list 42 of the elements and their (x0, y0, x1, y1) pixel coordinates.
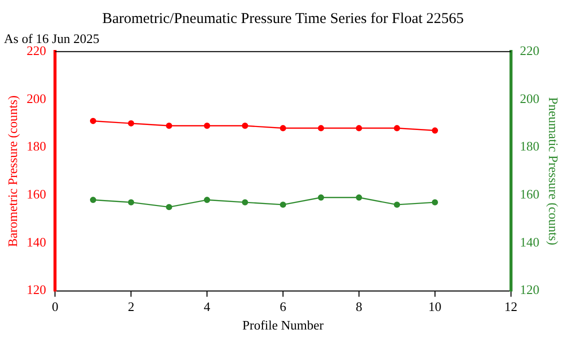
y-tick-label: 200 (26, 90, 46, 106)
y-tick-label: 120 (26, 282, 46, 298)
y-tick-label: 140 (26, 234, 46, 250)
x-tick-label: 12 (504, 299, 518, 314)
point (318, 194, 324, 201)
x-tick-label: 2 (128, 299, 134, 314)
point (90, 196, 96, 204)
y2-tick-label: 120 (520, 282, 540, 298)
point (166, 204, 172, 210)
point (166, 122, 172, 129)
point (432, 127, 438, 134)
point (318, 125, 324, 132)
chart-title: Barometric/Pneumatic Pressure Time Series for Float 22565 (102, 10, 464, 27)
point (242, 122, 248, 129)
y2-tick-label: 220 (520, 43, 540, 58)
point (128, 199, 134, 206)
y2-tick-label: 140 (520, 234, 540, 250)
x-tick-label: 4 (204, 299, 211, 314)
y-axis-title: Barometric Pressure (counts) (5, 95, 20, 248)
point (356, 194, 362, 201)
x-tick-label: 6 (280, 299, 287, 314)
point (204, 122, 210, 129)
y-tick-label: 180 (26, 138, 46, 154)
y2-tick-label: 180 (520, 138, 540, 154)
y2-tick-label: 160 (520, 186, 540, 202)
x-tick-label: 10 (428, 299, 442, 314)
point (280, 202, 286, 208)
x-axis-title: Profile Number (242, 318, 324, 333)
point (204, 196, 210, 204)
x-tick-label: 8 (356, 299, 362, 314)
point (394, 125, 400, 132)
x-tick-label: 0 (52, 299, 58, 314)
y2-axis-title: Pneumatic Pressure (counts) (546, 97, 561, 246)
point (432, 199, 438, 206)
y2-tick-label: 200 (520, 90, 540, 106)
point (356, 125, 362, 132)
point (128, 120, 134, 126)
y-tick-label: 160 (26, 186, 46, 202)
point (242, 199, 248, 206)
point (280, 125, 286, 132)
point (394, 202, 400, 208)
point (90, 118, 96, 124)
